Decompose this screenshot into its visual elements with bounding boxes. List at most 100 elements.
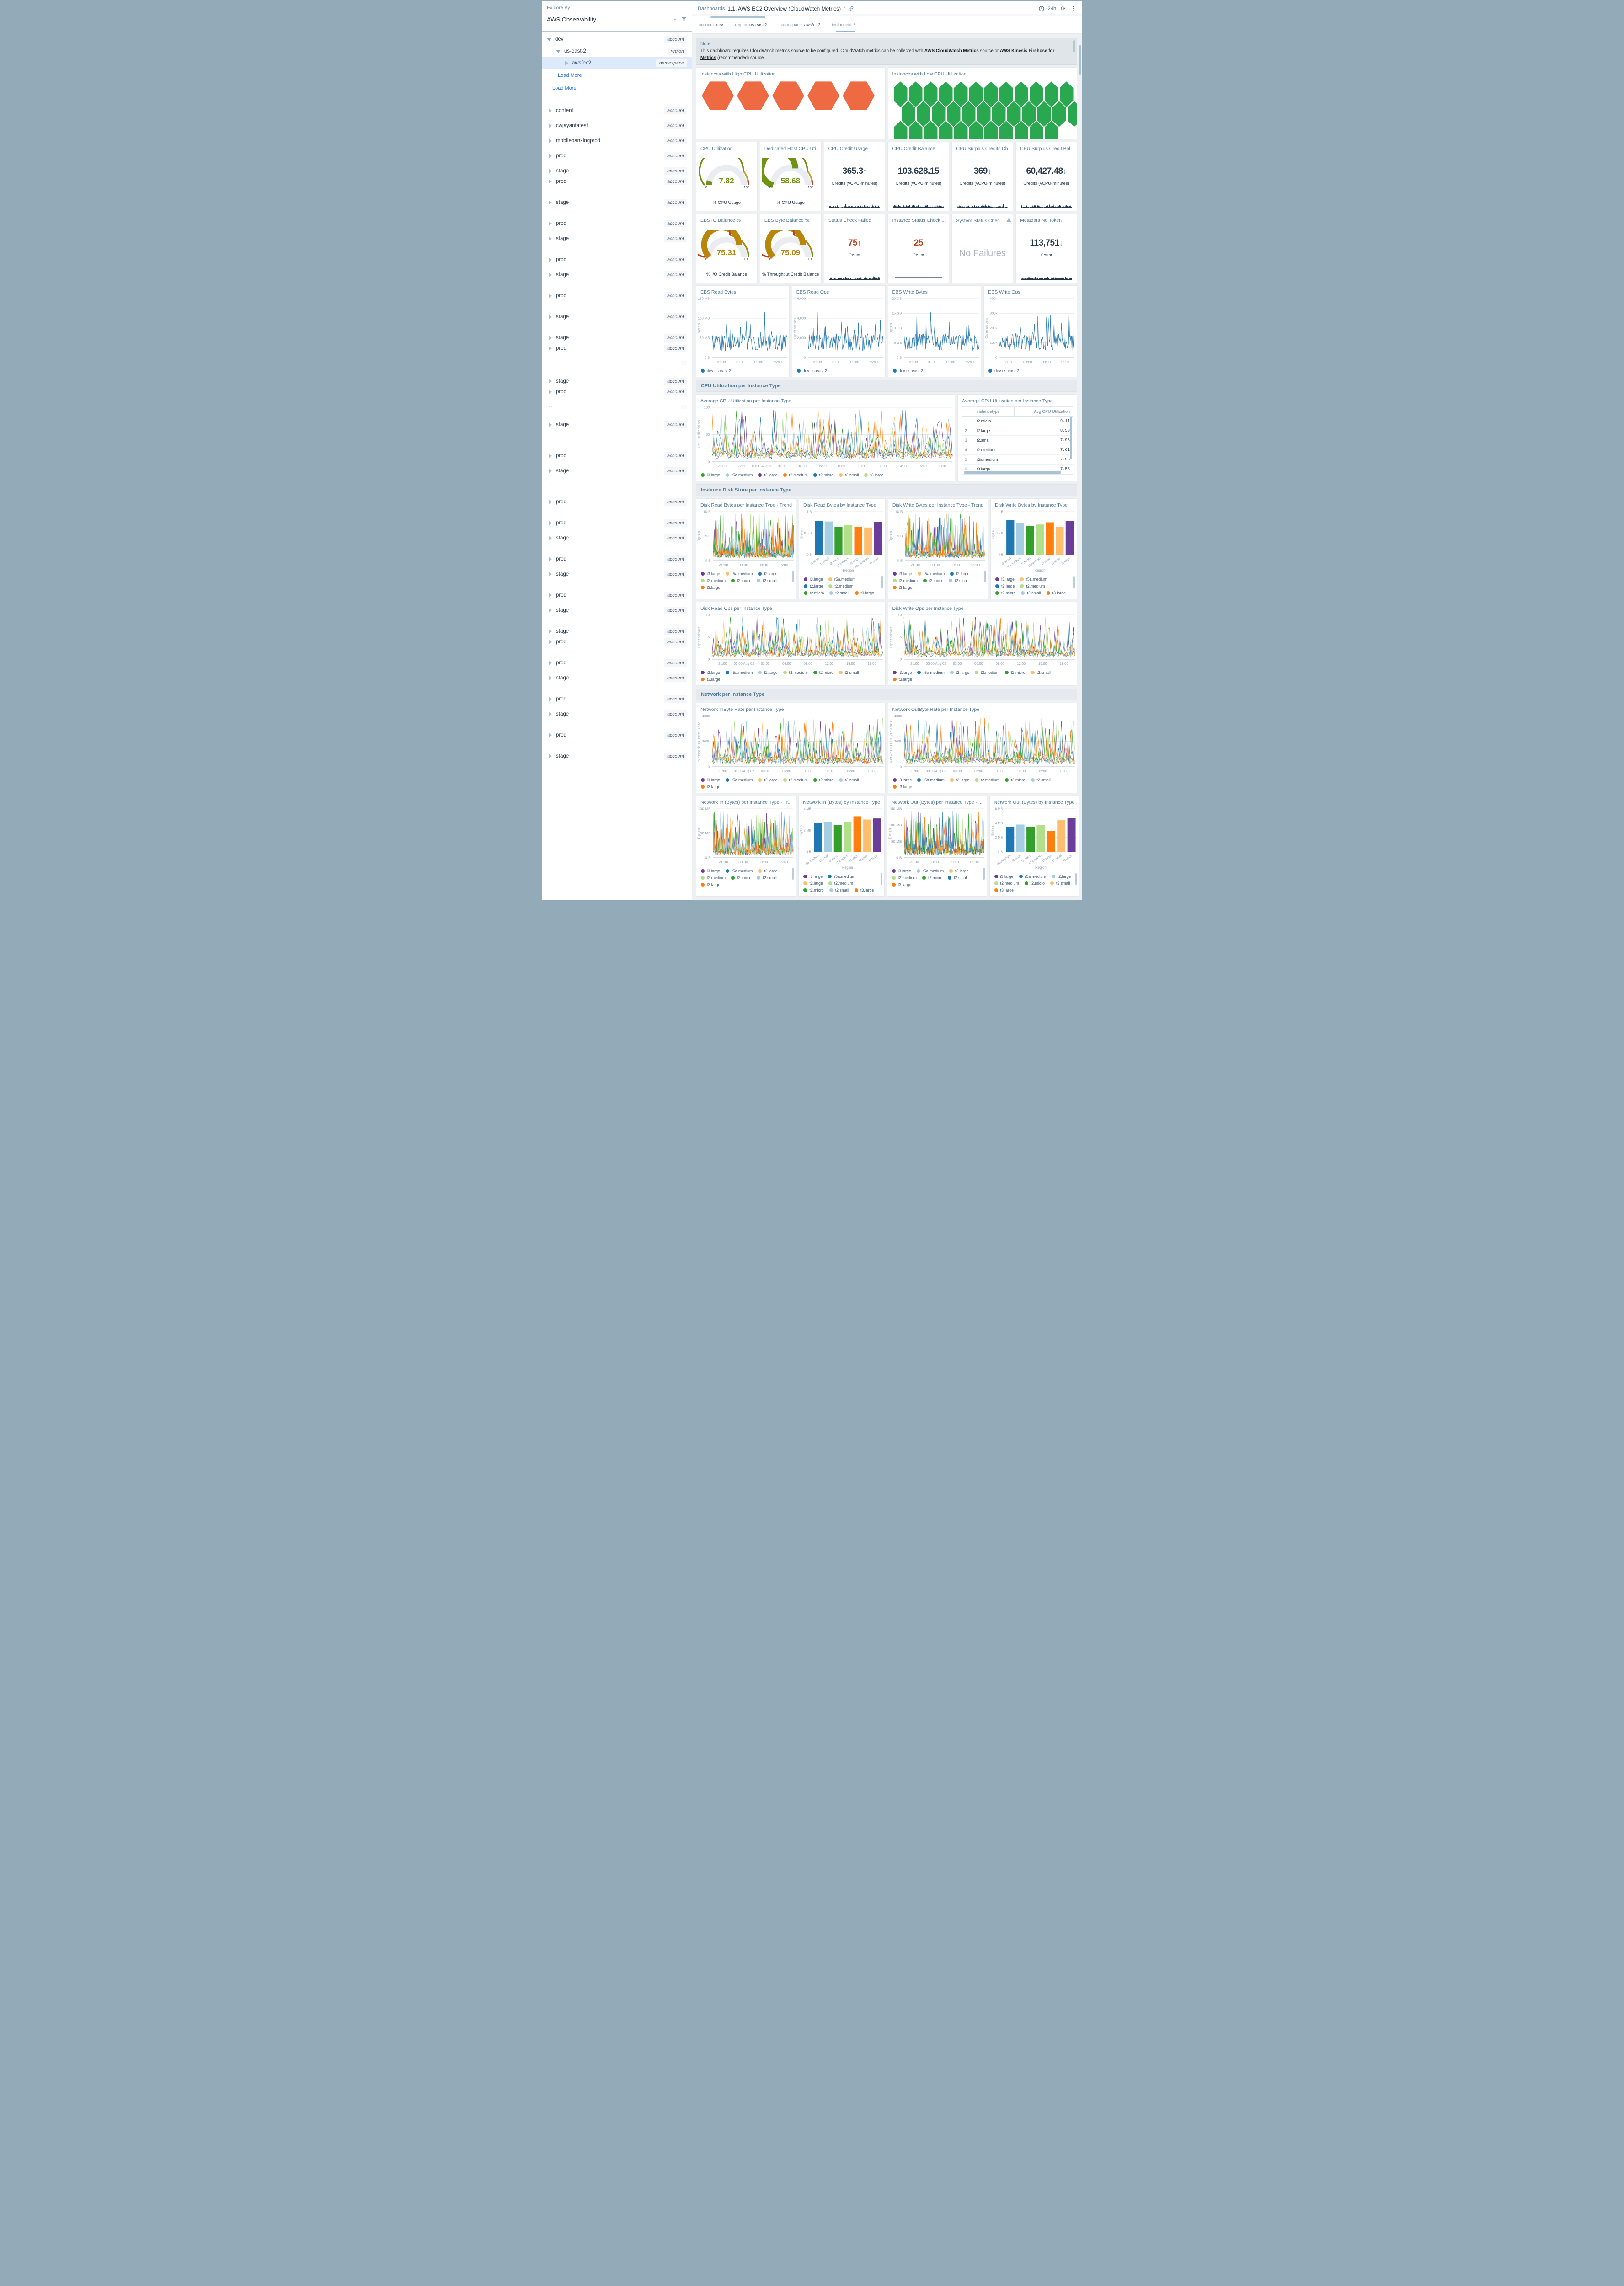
filter-icon[interactable] [681,15,687,24]
legend-item-t2micro[interactable]: t2.micro [995,591,1015,595]
hexagon-instance[interactable] [1067,101,1077,127]
sidebar-item-cwjayantatest[interactable]: cwjayantatest account [542,121,692,131]
panel-ebs-write-ops[interactable]: EBS Write Ops 0 100k 200k 300k 400k Operations… [983,285,1077,378]
tree-collapsed-icon[interactable] [549,346,552,351]
panel-cpu-surplus-credit-bal[interactable]: CPU Surplus Credit Bal... 60,427.48↓ Credi… [1015,142,1077,212]
panel-disk-read-bytes-by-instance-type[interactable]: Disk Read Bytes by Instance Type 0 B 0.5 B… [799,498,886,600]
legend-item-i3large[interactable]: i3.large [892,670,912,675]
legend-scrollbar-thumb[interactable] [881,576,883,588]
tree-collapsed-icon[interactable] [549,390,552,394]
tree-collapsed-icon[interactable] [549,294,552,298]
sidebar-item-[interactable]: · [542,482,692,486]
tree-collapsed-icon[interactable] [549,733,552,737]
legend-item-t2small[interactable]: t2.small [839,778,859,782]
legend-item-t3large[interactable]: t3.large [701,677,720,682]
sidebar-item-stage[interactable]: stage account [542,466,692,476]
panel-ebs-read-ops[interactable]: EBS Read Ops 0 2,000 4,000 6,000 Operations 21… [791,285,886,378]
legend-item-t2large[interactable]: t2.large [758,869,778,873]
legend-item-r5amedium[interactable]: r5a.medium [917,670,945,675]
sidebar-item-prod[interactable]: prod account [542,343,692,353]
tree-collapsed-icon[interactable] [549,608,552,613]
legend-item-t2large[interactable]: t2.large [803,881,823,886]
load-more-link[interactable]: Load More [552,85,577,91]
legend-item-t2large[interactable]: t2.large [950,670,969,675]
legend-item-t3large[interactable]: t3.large [855,591,874,595]
main-scrollbar-thumb[interactable] [1079,45,1081,75]
tree-collapsed-icon[interactable] [549,629,552,634]
tree-collapsed-icon[interactable] [549,572,552,577]
legend-item-t3large[interactable]: t3.large [1046,591,1066,595]
sidebar-item-stage[interactable]: stage account [542,533,692,543]
legend-item-t3large[interactable]: t3.large [892,677,912,682]
sidebar-item-stage[interactable]: stage account [542,198,692,208]
panel-cpu-utilization[interactable]: CPU Utilization 7.82 0 100 % CPU Usage [696,142,758,212]
legend-item-t2small[interactable]: t2.small [949,578,969,583]
legend-item-r5amedium[interactable]: r5a.medium [917,572,945,576]
legend-item-t2medium[interactable]: t2.medium [975,670,999,675]
legend-item-r5amedium[interactable]: r5a.medium [725,869,753,873]
tree-collapsed-icon[interactable] [549,154,552,158]
panel-metadata-no-token[interactable]: Metadata No Token 113,751↓ Count [1015,214,1077,283]
tree-collapsed-icon[interactable] [549,200,552,205]
share-link-icon[interactable] [848,5,854,14]
sidebar-item-prod[interactable]: prod account [542,554,692,564]
time-range-button[interactable]: -24h [1039,6,1056,11]
tree-collapsed-icon[interactable] [549,521,552,525]
tree-collapsed-icon[interactable] [565,61,568,65]
sidebar-item-prod[interactable]: prod account [542,451,692,461]
sidebar-item-prod[interactable]: prod account [542,255,692,265]
legend-item-t2large[interactable]: t2.large [949,869,969,873]
legend-item-t2medium[interactable]: t2.medium [1020,584,1045,588]
legend-item-t2micro[interactable]: t2.micro [731,578,751,583]
sidebar-item-prod[interactable]: prod account [542,694,692,704]
legend-item-i3large[interactable]: i3.large [803,874,823,879]
legend-item-t2medium[interactable]: t2.medium [828,881,853,886]
tree-collapsed-icon[interactable] [549,272,552,277]
note-scrollbar-thumb[interactable] [1073,40,1075,52]
link-cloudwatch-metrics[interactable]: AWS CloudWatch Metrics [924,48,979,53]
legend-item-r5amedium[interactable]: r5a.medium [828,874,855,879]
legend-item-t2micro[interactable]: t2.micro [813,778,833,782]
legend-item-t2medium[interactable]: t2.medium [828,584,853,588]
title-chevron-icon[interactable]: ˅ [843,5,846,10]
explore-source-select[interactable]: AWS Observability [547,16,596,23]
sidebar-item-stage[interactable]: stage account [542,333,692,343]
sidebar-tree-item-us-east-2[interactable]: us-east-2 region [542,45,692,57]
tree-collapsed-icon[interactable] [549,593,552,598]
legend-item-t2micro[interactable]: t2.micro [804,591,824,595]
panel-network-inbyte-rate-per-instance-type[interactable]: Network InByte Rate per Instance Type 0 20… [696,703,886,794]
legend-item-t2micro[interactable]: t2.micro [923,578,943,583]
sidebar-item-stage[interactable]: stage account [542,709,692,719]
legend-item-t2small[interactable]: t2.small [1021,591,1041,595]
panel-dedicated-host-cpu-uti[interactable]: Dedicated Host CPU Uti... 58.68 0 100 % CPU … [759,142,822,212]
tree-collapsed-icon[interactable] [549,640,552,644]
legend-item-t2micro[interactable]: t2.micro [1024,881,1045,886]
legend-item-t2small[interactable]: t2.small [757,876,777,880]
sidebar-item-prod[interactable]: prod account [542,590,692,600]
sidebar-item-prod[interactable]: prod account [542,497,692,507]
legend-item-devuseast2[interactable]: dev us-east-2 [701,369,731,373]
legend-item-t2small[interactable]: t2.small [757,578,777,583]
legend-item-t2large[interactable]: t2.large [758,670,778,675]
tree-collapsed-icon[interactable] [549,454,552,458]
legend-item-t2small[interactable]: t2.small [1050,881,1070,886]
hexagon-instance[interactable] [772,81,804,110]
panel-network-out-bytes-by-instance-type[interactable]: Network Out (Bytes) by Instance Type 0 B 2… [989,796,1079,897]
tree-collapsed-icon[interactable] [549,469,552,473]
tree-collapsed-icon[interactable] [549,422,552,427]
legend-item-i3large[interactable]: i3.large [892,778,912,782]
tree-collapsed-icon[interactable] [549,676,552,680]
legend-item-t2medium[interactable]: t2.medium [892,876,917,880]
load-more-link[interactable]: Load More [558,73,582,78]
panel-ebs-byte-balance[interactable]: EBS Byte Balance % 75.09 0 100 % Throughput … [759,214,822,283]
legend-item-t3large[interactable]: t3.large [892,785,912,789]
legend-item-t3large[interactable]: t3.large [855,888,874,892]
legend-item-t2micro[interactable]: t2.micro [922,876,942,880]
legend-item-i3large[interactable]: i3.large [701,572,720,576]
legend-item-t2micro[interactable]: t2.micro [1005,778,1026,782]
tree-collapsed-icon[interactable] [549,661,552,665]
legend-item-r5amedium[interactable]: r5a.medium [917,778,945,782]
sidebar-item-[interactable]: · · · [542,404,692,409]
legend-scrollbar-thumb[interactable] [880,873,882,886]
sidebar-item-stage[interactable]: stage account [542,376,692,386]
